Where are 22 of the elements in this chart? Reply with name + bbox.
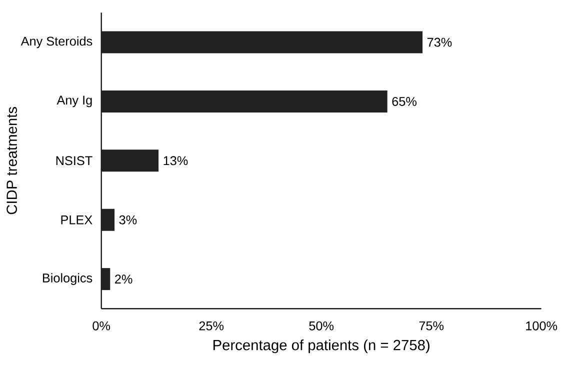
bar <box>101 150 159 172</box>
x-tick-label: 75% <box>419 321 444 330</box>
data-label: 2% <box>115 274 132 284</box>
y-tick-label: Any Ig <box>56 96 92 108</box>
x-tick-label: 50% <box>309 321 334 330</box>
data-label: 65% <box>392 96 416 106</box>
data-label: 73% <box>427 38 452 47</box>
data-label: 3% <box>119 215 137 224</box>
y-tick-label: Any Steroids <box>20 36 92 48</box>
x-tick-label: 0% <box>92 321 110 330</box>
data-label: 13% <box>164 156 188 166</box>
x-tick-label: 100% <box>526 321 558 330</box>
bar <box>101 31 423 54</box>
bar <box>101 90 388 112</box>
y-tick-label: PLEX <box>61 216 92 224</box>
y-axis-title: CIDP treatments <box>6 107 17 214</box>
y-tick-label: Biologics <box>42 273 92 285</box>
x-axis-title: Percentage of patients (n = 2758) <box>213 340 430 354</box>
bar <box>101 208 115 231</box>
y-tick-label: NSIST <box>56 156 92 166</box>
bar <box>101 268 110 290</box>
x-tick-label: 25% <box>199 321 224 330</box>
